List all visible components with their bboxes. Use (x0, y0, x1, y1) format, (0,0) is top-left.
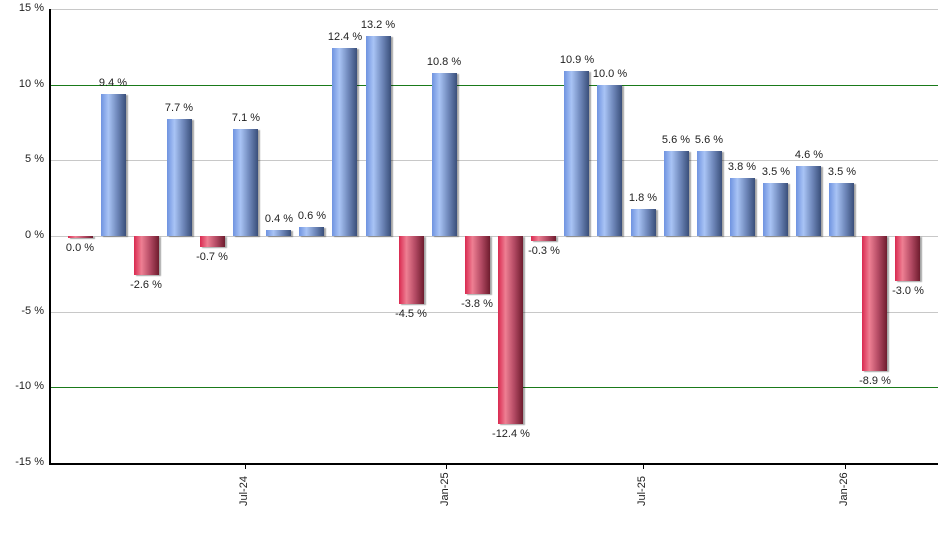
bar (895, 236, 920, 281)
bar (862, 236, 887, 371)
bar (498, 236, 523, 424)
bar-value-label: -2.6 % (130, 279, 162, 291)
bar-value-label: 1.8 % (628, 192, 658, 204)
x-tick (245, 464, 246, 469)
bar (233, 129, 258, 236)
bar-value-label: -8.9 % (859, 375, 891, 387)
bar-value-label: 0.0 % (65, 242, 95, 254)
bar (399, 236, 424, 304)
bar-value-label: 9.4 % (98, 77, 128, 89)
bar (332, 48, 357, 236)
gridline (49, 85, 938, 86)
bar (101, 94, 126, 236)
bar-value-label: -0.7 % (196, 251, 228, 263)
y-tick-label: 0 % (25, 229, 44, 241)
y-tick-label: 10 % (18, 78, 44, 90)
bar-value-label: 0.4 % (264, 213, 294, 225)
bar-value-label: -3.8 % (461, 298, 493, 310)
x-tick (845, 464, 846, 469)
bar-value-label: -3.0 % (892, 285, 924, 297)
y-axis-line (49, 9, 51, 464)
bar-value-label: -12.4 % (492, 428, 530, 440)
y-tick-label: -15 % (15, 456, 44, 468)
bar-value-label: 10.0 % (592, 68, 628, 80)
bar (200, 236, 225, 247)
bar (664, 151, 689, 236)
bar-value-label: 0.6 % (297, 210, 327, 222)
bar-value-label: 4.6 % (794, 149, 824, 161)
bar-value-label: 10.8 % (426, 56, 462, 68)
x-tick-label: Jan-26 (838, 472, 850, 506)
gridline (49, 9, 938, 10)
bar-value-label: 3.5 % (761, 166, 791, 178)
bar (763, 183, 788, 236)
bar-value-label: 13.2 % (360, 19, 396, 31)
x-tick (446, 464, 447, 469)
bar (465, 236, 490, 294)
bar-value-label: 3.8 % (727, 161, 757, 173)
bar (631, 209, 656, 236)
bar (134, 236, 159, 275)
bar-value-label: 7.7 % (164, 102, 194, 114)
bar-value-label: -4.5 % (395, 308, 427, 320)
gridline (49, 387, 938, 388)
bar (597, 85, 622, 236)
bar-value-label: -0.3 % (528, 245, 560, 257)
bar (432, 73, 457, 236)
bar (796, 166, 821, 236)
bar (730, 178, 755, 236)
y-tick-label: 5 % (25, 153, 44, 165)
bar-value-label: 3.5 % (827, 166, 857, 178)
bar (299, 227, 324, 236)
bar (531, 236, 556, 241)
bar-value-label: 5.6 % (694, 134, 724, 146)
bar-value-label: 12.4 % (327, 31, 363, 43)
bar (829, 183, 854, 236)
bar-value-label: 7.1 % (231, 112, 261, 124)
y-tick-label: 15 % (18, 2, 44, 14)
gridline (49, 160, 938, 161)
gridline (49, 312, 938, 313)
bar-value-label: 10.9 % (559, 54, 595, 66)
bar (68, 236, 93, 238)
bar (366, 36, 391, 236)
bar-value-label: 5.6 % (661, 134, 691, 146)
y-tick-label: -10 % (15, 380, 44, 392)
y-tick-label: -5 % (21, 305, 44, 317)
gridline (49, 236, 938, 237)
bar (266, 230, 291, 236)
x-axis-line (49, 463, 938, 465)
x-tick (643, 464, 644, 469)
x-tick-label: Jul-24 (238, 476, 250, 506)
x-tick-label: Jul-25 (636, 476, 648, 506)
x-tick-label: Jan-25 (439, 472, 451, 506)
bar (564, 71, 589, 236)
bar (697, 151, 722, 236)
bar (167, 119, 192, 236)
